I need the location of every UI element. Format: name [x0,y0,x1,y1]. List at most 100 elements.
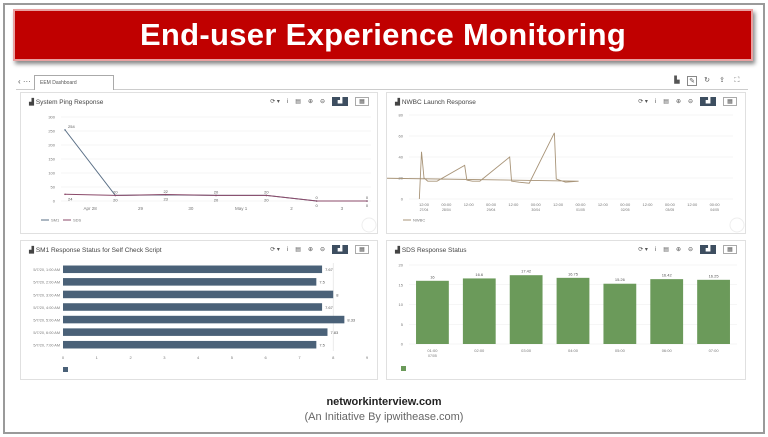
x-tick-label: 29 [138,206,144,211]
bar [603,283,637,344]
category-label: 5/7/20, 2:00 AM [33,281,60,285]
chart-view-button[interactable]: ▟ [700,97,716,106]
data-point [315,200,318,202]
data-label: 20 [113,189,118,194]
edit-icon[interactable]: ✎ [687,76,697,86]
x-tick-date: 27/04 [420,208,429,212]
chart-icon[interactable]: ▙ [674,77,680,84]
back-button[interactable]: ‹ ··· [18,77,31,86]
zoom-in-icon[interactable]: ⊕ [307,99,313,105]
chart-view-button[interactable]: ▟ [700,245,716,254]
panel-nwbc-launch: ▟ NWBC Launch Response ⟳ ▾ i ▤ ⊕ ⊖ ▟ ▦ 0 20 40 60 8… [386,92,746,234]
x-tick-label: 06:00 [662,348,673,353]
chart-view-button[interactable]: ▟ [332,97,348,106]
x-tick-label: 02:00 [474,348,485,353]
x-tick-label: 12:00 [553,202,564,207]
data-point [215,194,217,197]
zoom-out-icon[interactable]: ⊖ [319,99,325,105]
info-icon[interactable]: i [654,98,657,105]
y-tick-label: 250 [48,129,55,134]
data-label: 0 [366,195,369,200]
bar [63,328,328,336]
y-tick-label: 300 [48,115,55,120]
zoom-out-icon[interactable]: ⊖ [687,99,693,105]
y-tick-label: 0 [401,342,404,347]
refresh-icon[interactable]: ⟳ ▾ [638,99,648,105]
x-tick-label: 00:00 [710,202,721,207]
y-tick-label: 15 [399,282,404,287]
footer-tagline: (An Initiative By ipwithease.com) [304,411,464,423]
x-tick-label: 12:00 [687,202,698,207]
scroll-top-button [361,217,377,233]
x-tick-date: 03/05 [665,208,674,212]
data-label: 15.26 [615,277,626,282]
y-tick-label: 5 [401,322,404,327]
tab-label: EEM Dashboard [40,80,77,86]
zoom-in-icon[interactable]: ⊕ [675,99,681,105]
refresh-icon[interactable]: ⟳ ▾ [270,99,280,105]
y-tick-label: 20 [399,176,404,181]
category-label: 5/7/20, 7:00 AM [33,344,60,348]
data-point [366,200,368,202]
document-icon[interactable]: ▤ [663,247,669,253]
y-tick-label: 80 [399,113,404,118]
chart-view-button[interactable]: ▟ [332,245,348,254]
bar [650,279,684,344]
x-tick-label: 3 [341,206,344,211]
zoom-out-icon[interactable]: ⊖ [319,247,325,253]
legend-label: SDS [73,218,82,223]
refresh-icon[interactable]: ⟳ ▾ [270,247,280,253]
chart-type-icon: ▟ [29,99,36,106]
category-label: 5/7/20, 5:00 AM [33,318,60,322]
y-tick-label: 0 [401,197,404,202]
document-icon[interactable]: ▤ [295,99,301,105]
zoom-in-icon[interactable]: ⊕ [307,247,313,253]
x-tick-date: 07/05 [428,354,437,358]
data-label: 7.67 [325,267,334,272]
fullscreen-icon[interactable]: ⛶ [734,77,740,84]
data-label: 20 [113,197,118,202]
data-label: 8 [336,292,339,297]
table-view-button[interactable]: ▦ [355,245,369,254]
chart-2: 0 1 2 3 4 5 6 7 8 9 5/7/20, 1:00 AM 7.67 5/7/20, 2:0… [33,263,369,372]
x-tick-label: Apr 28 [84,206,98,211]
x-tick-label: 8 [332,355,335,360]
chart-type-icon: ▟ [395,247,402,254]
share-icon[interactable]: ⇪ [719,77,725,84]
x-tick-label: 00:00 [575,202,586,207]
info-icon[interactable]: i [654,246,657,253]
table-view-button[interactable]: ▦ [355,97,369,106]
panel-sds-response: ▟ SDS Response Status ⟳ ▾ i ▤ ⊕ ⊖ ▟ ▦ 0 5 10 15 20 1… [386,240,746,380]
category-label: 5/7/20, 3:00 AM [33,293,60,297]
document-icon[interactable]: ▤ [295,247,301,253]
document-icon[interactable]: ▤ [663,99,669,105]
x-tick-label: 3 [163,355,166,360]
data-label: 23 [163,197,168,202]
zoom-out-icon[interactable]: ⊖ [687,247,693,253]
y-tick-label: 0 [53,199,56,204]
x-tick-date: 04/05 [710,208,719,212]
legend-label: SM1 [51,218,60,223]
y-tick-label: 40 [399,155,404,160]
tab-eem-dashboard[interactable]: EEM Dashboard [34,75,114,90]
y-tick-label: 10 [399,302,404,307]
x-tick-label: 01:00 [427,348,438,353]
x-tick-label: May 1 [235,206,248,211]
zoom-in-icon[interactable]: ⊕ [675,247,681,253]
scroll-top-button [729,217,745,233]
data-label: 0 [316,203,319,208]
table-view-button[interactable]: ▦ [723,245,737,254]
bar [63,278,317,286]
refresh-icon[interactable]: ↻ [704,77,710,84]
info-icon[interactable]: i [286,98,289,105]
x-tick-label: 4 [197,355,200,360]
data-point [64,129,66,131]
info-icon[interactable]: i [286,246,289,253]
refresh-icon[interactable]: ⟳ ▾ [638,247,648,253]
x-tick-label: 0 [62,355,65,360]
table-view-button[interactable]: ▦ [723,97,737,106]
x-tick-date: 28/04 [442,208,451,212]
data-label: 8.33 [347,317,356,322]
x-tick-label: 07:00 [709,348,720,353]
